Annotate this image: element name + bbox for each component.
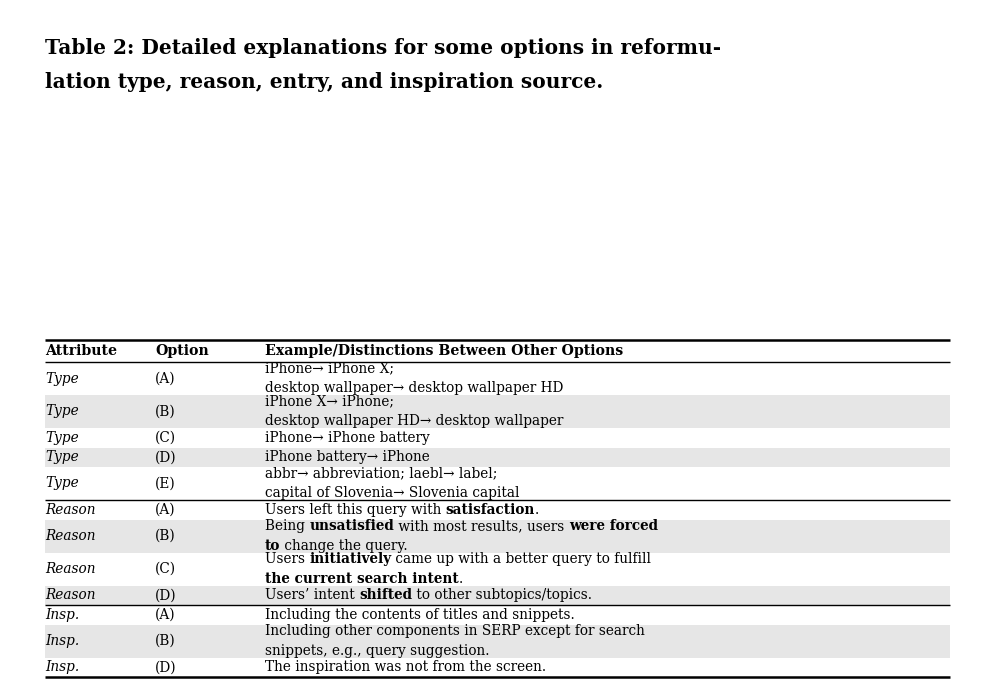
Text: Attribute: Attribute [45,344,117,358]
Text: iPhone X→ iPhone;: iPhone X→ iPhone; [265,395,394,408]
Text: Users’ intent: Users’ intent [265,589,359,602]
Text: Users: Users [265,552,309,566]
Text: Option: Option [155,344,209,358]
Text: iPhone→ iPhone battery: iPhone→ iPhone battery [265,431,430,445]
Text: Being: Being [265,519,309,533]
Text: shifted: shifted [359,589,412,602]
Text: Type: Type [45,431,79,445]
Text: .: . [535,503,539,517]
Text: snippets, e.g., query suggestion.: snippets, e.g., query suggestion. [265,644,489,658]
Text: iPhone→ iPhone X;: iPhone→ iPhone X; [265,362,394,375]
Text: Insp.: Insp. [45,608,79,622]
Text: Type: Type [45,477,79,491]
Text: Users left this query with: Users left this query with [265,503,446,517]
Bar [45,586,950,605]
Text: Example/Distinctions Between Other Options: Example/Distinctions Between Other Optio… [265,344,623,358]
Text: (A): (A) [155,371,176,386]
Text: Reason: Reason [45,562,96,576]
Text: with most results, users: with most results, users [394,519,569,533]
Text: (B): (B) [155,404,176,419]
Text: (E): (E) [155,477,176,491]
Text: Reason: Reason [45,529,96,543]
Bar [45,624,950,658]
Text: desktop wallpaper→ desktop wallpaper HD: desktop wallpaper→ desktop wallpaper HD [265,382,564,395]
Text: abbr→ abbreviation; laebl→ label;: abbr→ abbreviation; laebl→ label; [265,466,497,481]
Text: .: . [459,572,463,586]
Bar [45,520,950,553]
Text: to other subtopics/topics.: to other subtopics/topics. [412,589,592,602]
Text: Type: Type [45,404,79,419]
Text: Type: Type [45,451,79,464]
Text: the current search intent: the current search intent [265,572,459,586]
Text: (C): (C) [155,431,176,445]
Text: satisfaction: satisfaction [446,503,535,517]
Text: were forced: were forced [569,519,658,533]
Text: (D): (D) [155,660,177,674]
Text: (C): (C) [155,562,176,576]
Text: (B): (B) [155,634,176,648]
Text: The inspiration was not from the screen.: The inspiration was not from the screen. [265,660,546,674]
Text: (D): (D) [155,589,177,602]
Bar [45,395,950,428]
Text: (B): (B) [155,529,176,543]
Text: (A): (A) [155,503,176,517]
Text: capital of Slovenia→ Slovenia capital: capital of Slovenia→ Slovenia capital [265,486,520,500]
Text: Type: Type [45,371,79,386]
Text: iPhone battery→ iPhone: iPhone battery→ iPhone [265,451,430,464]
Text: Including other components in SERP except for search: Including other components in SERP excep… [265,624,645,638]
Text: initiatively: initiatively [309,552,391,566]
Text: unsatisfied: unsatisfied [309,519,394,533]
Text: (D): (D) [155,451,177,464]
Bar [45,448,950,467]
Text: to: to [265,539,280,553]
Text: lation type, reason, entry, and inspiration source.: lation type, reason, entry, and inspirat… [45,72,603,92]
Text: Insp.: Insp. [45,660,79,674]
Text: desktop wallpaper HD→ desktop wallpaper: desktop wallpaper HD→ desktop wallpaper [265,415,564,428]
Text: Including the contents of titles and snippets.: Including the contents of titles and sni… [265,608,575,622]
Text: Reason: Reason [45,589,96,602]
Text: (A): (A) [155,608,176,622]
Text: change the query.: change the query. [280,539,408,553]
Text: Reason: Reason [45,503,96,517]
Text: Insp.: Insp. [45,634,79,648]
Text: came up with a better query to fulfill: came up with a better query to fulfill [391,552,652,566]
Text: Table 2: Detailed explanations for some options in reformu-: Table 2: Detailed explanations for some … [45,38,722,58]
